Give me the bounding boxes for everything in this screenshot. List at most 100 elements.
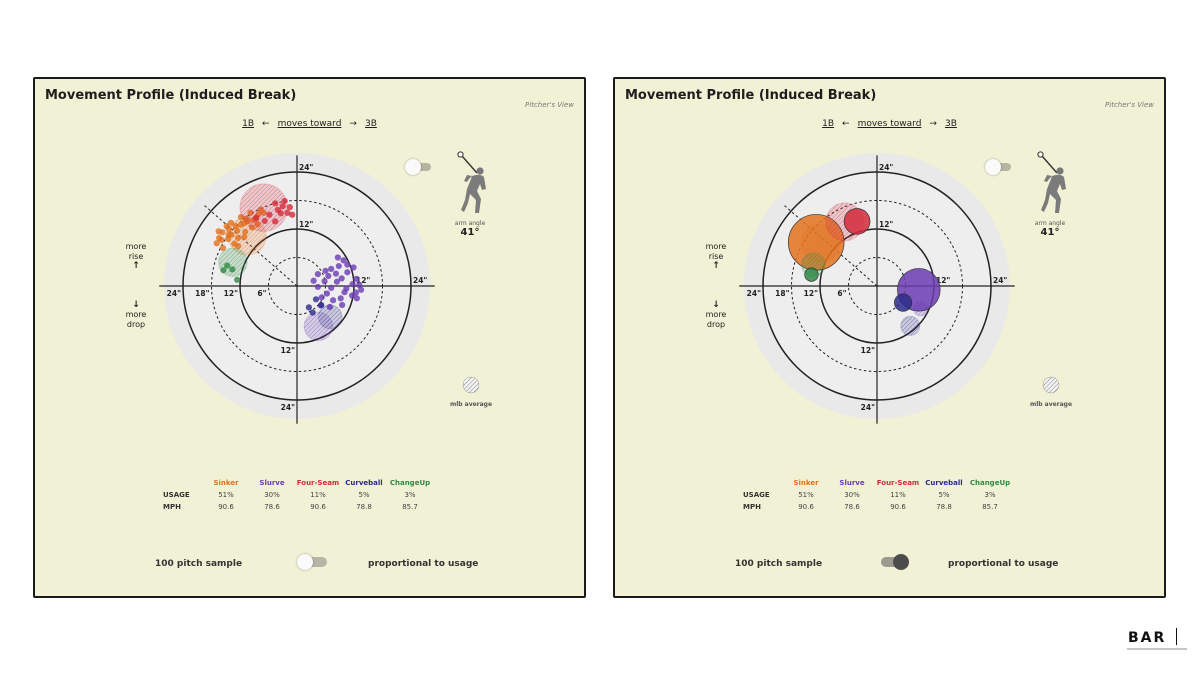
pitch-point [229, 266, 236, 273]
pitch-point [241, 233, 248, 241]
mph-row-label: MPH [743, 503, 761, 511]
pitch-point [344, 269, 351, 276]
arm-angle-value: 41° [1040, 227, 1060, 238]
mlb-average-legend: mlb average [441, 375, 501, 408]
proportional-mode-label[interactable]: proportional to usage [948, 559, 1059, 569]
pitch-point [272, 218, 279, 225]
header-sinker: Sinker [793, 479, 819, 487]
pitch-point [332, 270, 340, 277]
mph-value: 78.8 [356, 503, 372, 511]
direction-left: 1B [822, 119, 835, 129]
logo-divider [1176, 628, 1177, 645]
usage-row-label: USAGE [163, 491, 190, 499]
pitch-point [234, 227, 241, 234]
mode-toggle[interactable] [297, 554, 329, 570]
mlb-average-label: mlb average [449, 401, 493, 408]
usage-value: 51% [798, 491, 814, 499]
usage-row-label: USAGE [743, 491, 770, 499]
pitch-point [314, 283, 321, 291]
direction-right: 3B [364, 119, 377, 129]
pitch-point [334, 254, 341, 261]
arrow-right-glyph: → [929, 119, 937, 129]
pitch-point [333, 278, 340, 285]
tick-label-left-24: 24" [747, 289, 761, 298]
tick-label-top-12: 12" [299, 220, 313, 229]
view-toggle[interactable] [985, 159, 1015, 175]
movement-panel-sample: Movement Profile (Induced Break) Pitcher'… [33, 77, 586, 598]
direction-right: 3B [944, 119, 957, 129]
pitch-point [286, 204, 293, 211]
panel-title: Movement Profile (Induced Break) [625, 88, 877, 103]
pitch-point [284, 209, 291, 216]
usage-row: USAGE 51% 30% 11% 5% 3% [743, 489, 1013, 501]
pitch-point [322, 267, 329, 274]
tick-label-left-6: 6" [837, 289, 846, 298]
tick-label-right-12: 12" [356, 276, 370, 285]
pitch-point [232, 223, 239, 230]
mph-value: 90.6 [218, 503, 234, 511]
usage-value: 11% [890, 491, 906, 499]
mlb-average-swatch-icon [462, 376, 480, 394]
pitch-point [220, 267, 227, 274]
more-rise-label: more rise ↑ [111, 242, 161, 271]
proportional-mode-label[interactable]: proportional to usage [368, 559, 479, 569]
pitch-point [344, 261, 351, 268]
view-toggle[interactable] [405, 159, 435, 175]
tick-label-left-24: 24" [167, 289, 181, 298]
pitch-point [281, 197, 288, 205]
more-rise-line1: more [125, 242, 147, 251]
toggle-knob [985, 159, 1001, 175]
mlb-average-curveball [317, 304, 343, 330]
pitch-point [213, 240, 220, 247]
pitch-point [325, 272, 332, 280]
pitch-point [335, 262, 342, 270]
mlb-average-swatch-icon [1042, 376, 1060, 394]
pitch-point [234, 276, 241, 283]
arm-angle-label: arm angle [454, 220, 486, 227]
sample-mode-label[interactable]: 100 pitch sample [735, 559, 823, 569]
usage-value: 51% [218, 491, 234, 499]
usage-value: 11% [310, 491, 326, 499]
pitch-point [356, 281, 363, 289]
view-label: Pitcher's View [1105, 101, 1154, 109]
pitcher-silhouette-icon [1035, 151, 1071, 215]
tick-label-right-24: 24" [413, 276, 427, 285]
pitch-point [330, 297, 337, 304]
down-arrow-icon: ↓ [132, 300, 140, 310]
pitch-point [349, 281, 356, 288]
header-sinker: Sinker [213, 479, 239, 487]
header-curveball: Curveball [925, 479, 963, 487]
direction-middle: moves toward [857, 119, 922, 129]
up-arrow-icon: ↑ [132, 261, 140, 271]
sample-mode-label[interactable]: 100 pitch sample [155, 559, 243, 569]
arm-angle-label: arm angle [1034, 220, 1066, 227]
mlb-average-label: mlb average [1029, 401, 1073, 408]
header-four-seam: Four-Seam [296, 479, 340, 487]
usage-bubble-curveball [894, 293, 913, 312]
pitch-point [224, 262, 231, 269]
tick-label-top-24: 24" [879, 163, 893, 172]
usage-value: 3% [984, 491, 996, 499]
pitch-point [225, 231, 232, 238]
tick-label-top-12: 12" [879, 220, 893, 229]
stats-header-row: Sinker Slurve Four-Seam Curveball ChangeUp [163, 477, 433, 489]
movement-chart: 24" 18" 12" 6" 24" 12" 24" 12" 12" 24" [739, 153, 1015, 424]
pitch-point [328, 265, 335, 272]
pitch-point [353, 275, 360, 282]
series-four-seam [825, 202, 871, 242]
pitch-point [328, 284, 335, 291]
pitch-point [312, 296, 320, 303]
toggle-knob [405, 159, 421, 175]
header-slurve: Slurve [839, 479, 865, 487]
pitch-point [314, 271, 321, 278]
mode-toggle[interactable] [877, 554, 909, 570]
stats-header-row: Sinker Slurve Four-Seam Curveball ChangeUp [743, 477, 1013, 489]
pitch-point [340, 257, 347, 264]
more-drop-line2: drop [706, 320, 726, 329]
pitch-point [318, 294, 325, 301]
pitch-point [349, 292, 356, 299]
pitcher-figure [457, 151, 486, 213]
toggle-track [991, 163, 1011, 171]
tick-label-left-12: 12" [224, 289, 238, 298]
pitch-point [358, 286, 365, 293]
